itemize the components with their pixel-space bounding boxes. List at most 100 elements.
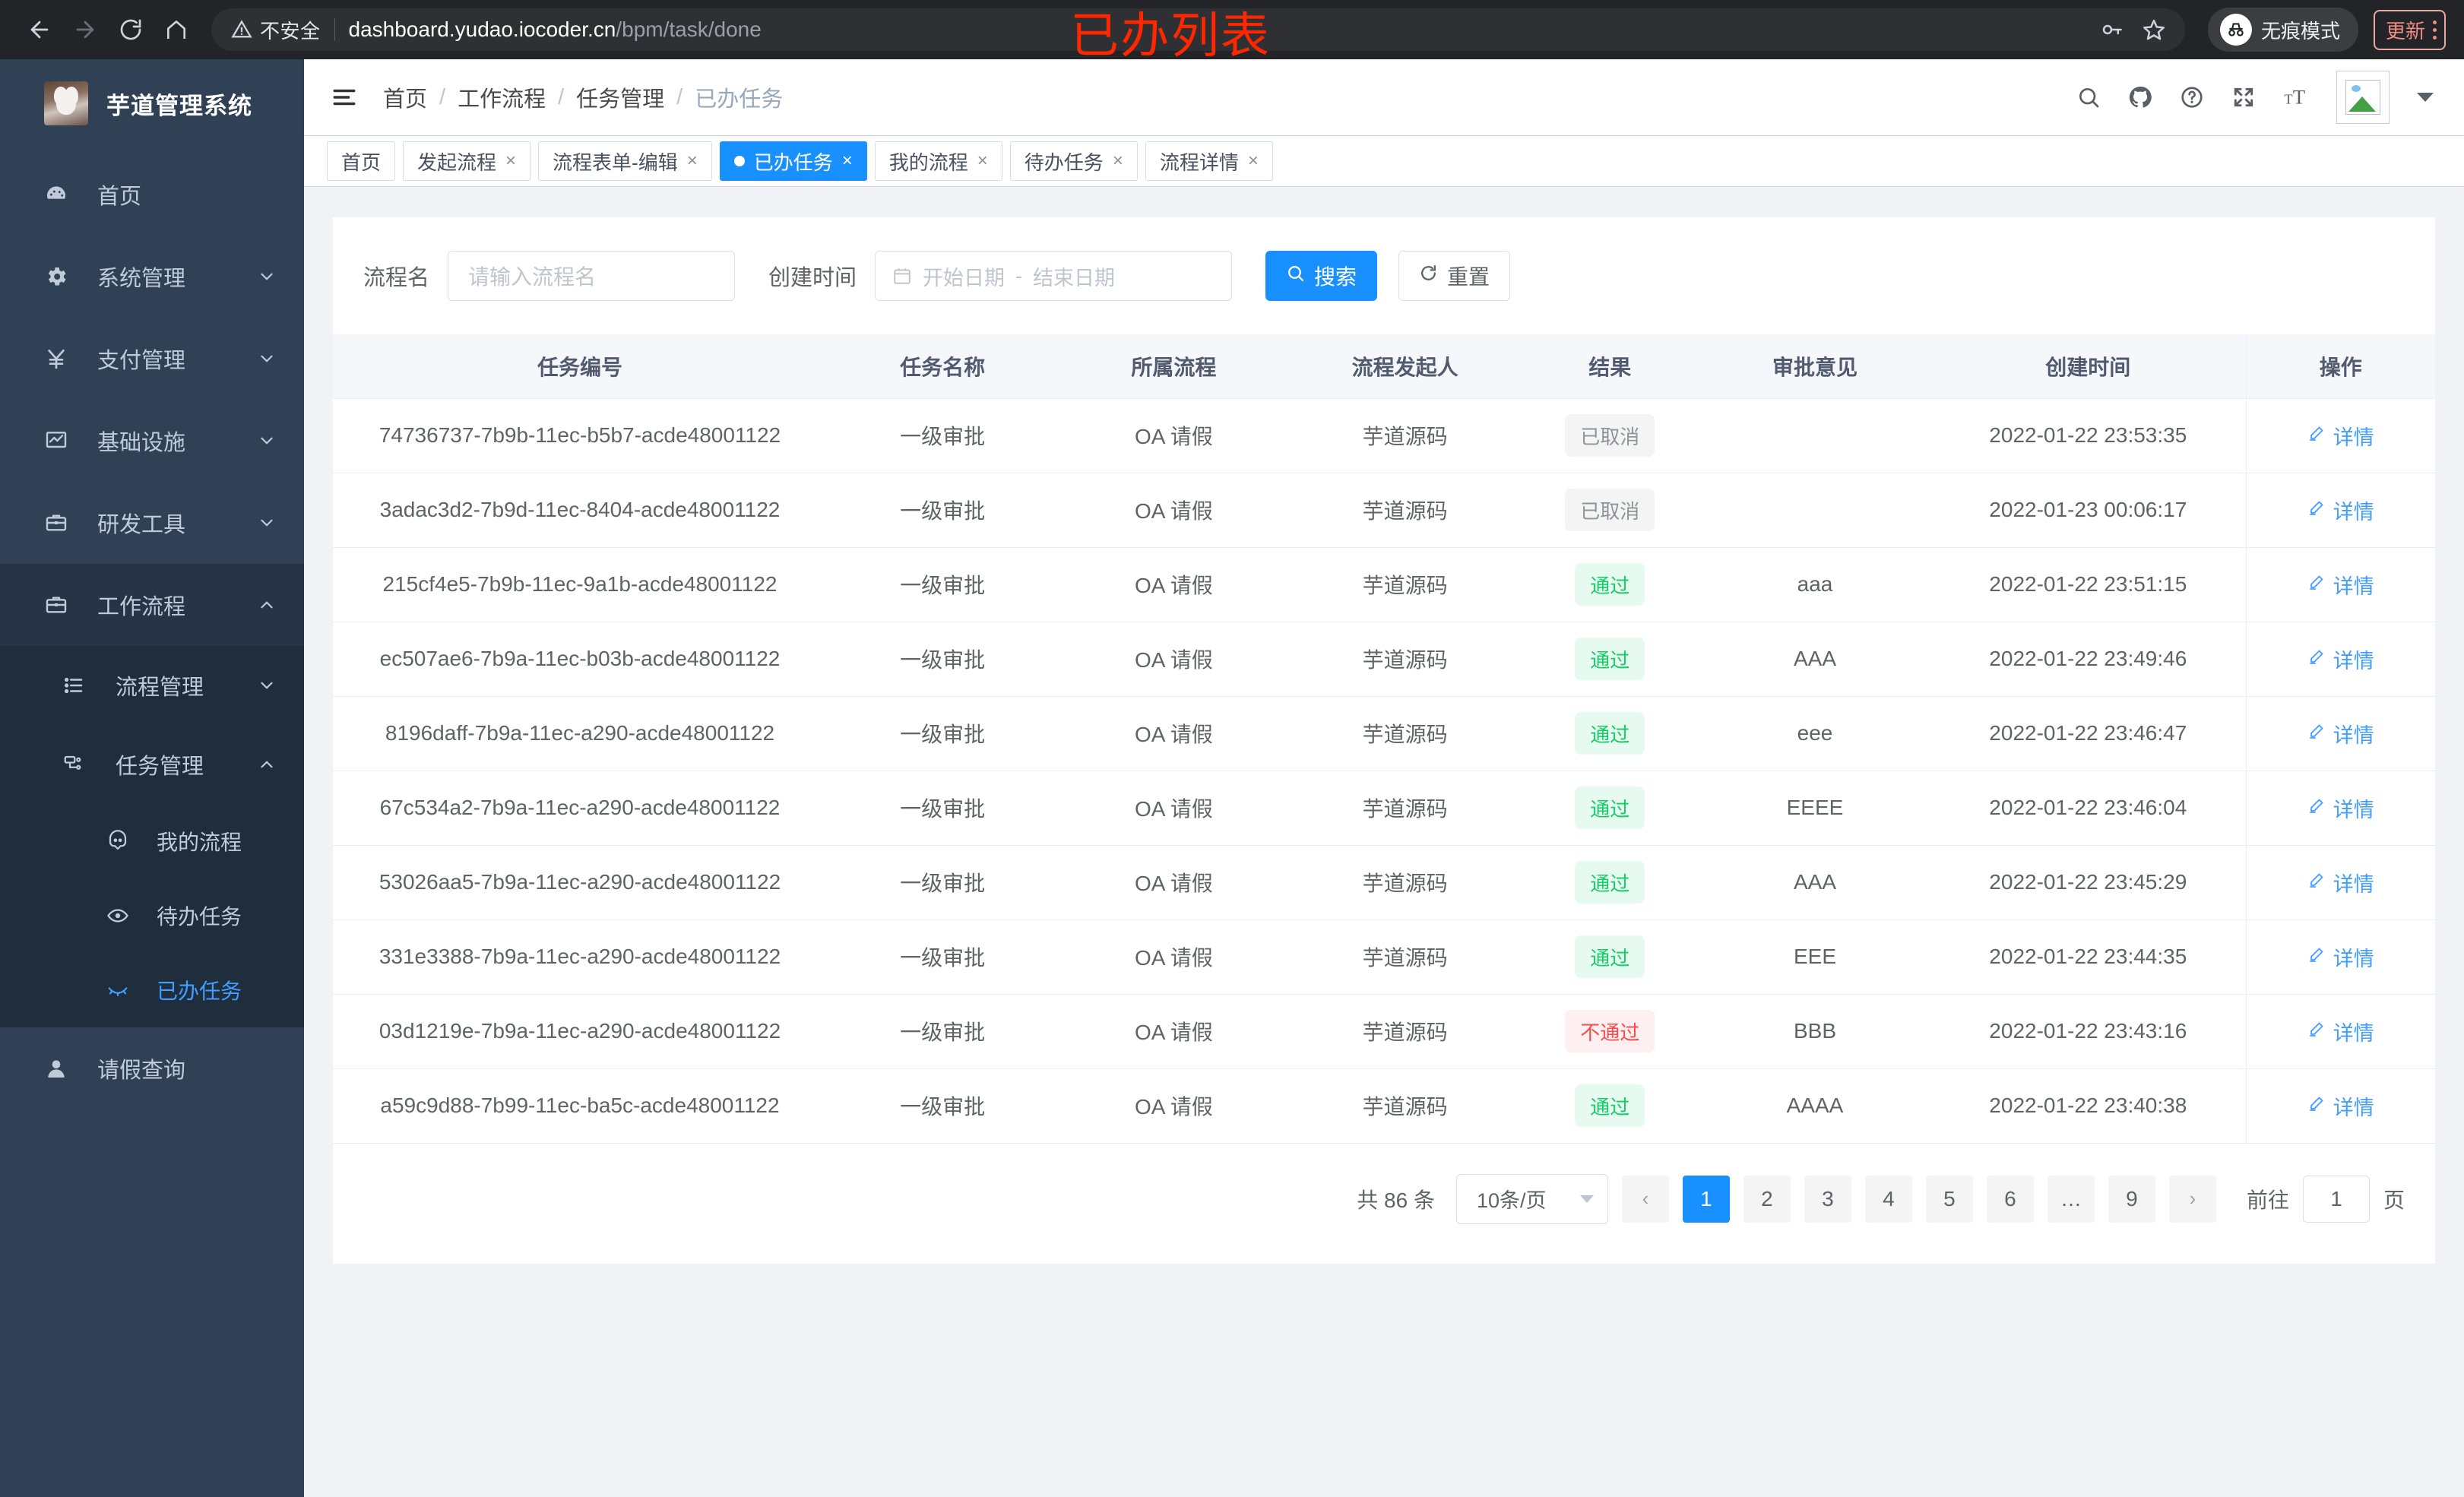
tab-process-detail[interactable]: 流程详情 × (1145, 141, 1273, 181)
detail-button[interactable]: 详情 (2307, 570, 2374, 600)
close-icon[interactable]: × (1112, 150, 1123, 171)
goto-page-input[interactable]: 1 (2302, 1175, 2370, 1223)
hamburger-icon[interactable] (331, 84, 357, 110)
cell-task-id: 215cf4e5-7b9b-11ec-9a1b-acde48001122 (333, 547, 827, 622)
star-icon[interactable] (2143, 18, 2165, 41)
status-badge: 通过 (1575, 1084, 1645, 1127)
page-button-4[interactable]: 4 (1864, 1175, 1912, 1223)
page-button-9[interactable]: 9 (2108, 1175, 2155, 1223)
sidebar-item-home[interactable]: 首页 (0, 153, 304, 236)
detail-button[interactable]: 详情 (2307, 793, 2374, 823)
detail-button[interactable]: 详情 (2307, 719, 2374, 748)
sidebar-item-task-manage[interactable]: 任务管理 (0, 725, 304, 804)
sidebar-item-infrastructure[interactable]: 基础设施 (0, 400, 304, 482)
avatar[interactable] (2336, 71, 2390, 124)
brand[interactable]: 芋道管理系统 (0, 59, 304, 147)
sidebar-item-label: 流程管理 (116, 676, 204, 700)
sidebar-item-devtools[interactable]: 研发工具 (0, 482, 304, 564)
page-button-3[interactable]: 3 (1804, 1175, 1851, 1223)
detail-button-label: 详情 (2333, 1096, 2374, 1119)
breadcrumb-item[interactable]: 工作流程 (458, 87, 546, 112)
back-arrow-icon[interactable] (18, 8, 61, 51)
page-button-6[interactable]: 6 (1986, 1175, 2034, 1223)
cell-initiator: 芋道源码 (1289, 1068, 1521, 1144)
kebab-menu-icon[interactable] (2433, 20, 2437, 40)
prev-page-button[interactable]: ‹ (1621, 1175, 1669, 1223)
close-icon[interactable]: × (1247, 150, 1259, 171)
table-row: ec507ae6-7b9a-11ec-b03b-acde48001122 一级审批… (333, 622, 2435, 697)
tab-my-process[interactable]: 我的流程 × (874, 141, 1002, 181)
date-range-picker[interactable]: 开始日期 - 结束日期 (875, 251, 1233, 301)
tab-start-process[interactable]: 发起流程 × (403, 141, 531, 181)
close-icon[interactable]: × (686, 150, 698, 171)
home-icon[interactable] (155, 8, 198, 51)
next-page-button[interactable]: › (2168, 1175, 2216, 1223)
fullscreen-icon[interactable] (2231, 85, 2256, 109)
reload-icon[interactable] (109, 8, 152, 51)
tab-todo-tasks[interactable]: 待办任务 × (1009, 141, 1138, 181)
github-icon[interactable] (2128, 85, 2152, 109)
key-icon[interactable] (2100, 18, 2123, 41)
page-button-5[interactable]: 5 (1925, 1175, 1973, 1223)
top-navbar: 首页 / 工作流程 / 任务管理 / 已办任务 (304, 59, 2464, 135)
close-icon[interactable]: × (505, 150, 517, 171)
active-dot-icon (733, 156, 745, 166)
tab-label: 流程表单-编辑 (553, 150, 678, 174)
search-icon[interactable] (2076, 85, 2101, 109)
detail-button[interactable]: 详情 (2307, 421, 2374, 451)
tab-done-tasks[interactable]: 已办任务 × (719, 141, 867, 181)
page-size-select[interactable]: 10条/页 (1455, 1173, 1608, 1224)
tab-process-form-edit[interactable]: 流程表单-编辑 × (538, 141, 712, 181)
tab-label: 流程详情 (1159, 150, 1239, 174)
table-row: a59c9d88-7b99-11ec-ba5c-acde48001122 一级审批… (333, 1068, 2435, 1144)
cell-result: 已取消 (1520, 398, 1699, 473)
cell-operation: 详情 (2245, 1068, 2435, 1144)
status-badge: 已取消 (1565, 489, 1655, 531)
incognito-mode-pill[interactable]: 无痕模式 (2207, 8, 2358, 52)
detail-button[interactable]: 详情 (2307, 868, 2374, 897)
detail-button[interactable]: 详情 (2307, 1017, 2374, 1046)
page-button-2[interactable]: 2 (1743, 1175, 1791, 1223)
sidebar-item-payment[interactable]: 支付管理 (0, 318, 304, 400)
detail-button[interactable]: 详情 (2307, 942, 2374, 972)
omnibox[interactable]: 不安全 dashboard.yudao.iocoder.cn/bpm/task/… (211, 8, 2185, 51)
sidebar-item-workflow[interactable]: 工作流程 (0, 564, 304, 646)
detail-button[interactable]: 详情 (2307, 1091, 2374, 1121)
page-button-1[interactable]: 1 (1682, 1175, 1730, 1223)
chevron-down-icon (1579, 1195, 1594, 1203)
help-circle-icon[interactable] (2180, 85, 2204, 109)
sidebar-item-todo-tasks[interactable]: 待办任务 (0, 878, 304, 953)
forward-arrow-icon[interactable] (64, 8, 106, 51)
cell-opinion: AAA (1699, 622, 1931, 697)
reset-button[interactable]: 重置 (1398, 251, 1511, 301)
sidebar-item-system[interactable]: 系统管理 (0, 236, 304, 318)
tab-home[interactable]: 首页 (327, 141, 396, 181)
cell-process: OA 请假 (1058, 845, 1290, 920)
detail-button[interactable]: 详情 (2307, 644, 2374, 674)
edit-pencil-icon (2307, 573, 2326, 597)
cell-initiator: 芋道源码 (1289, 622, 1521, 697)
sidebar-item-process-manage[interactable]: 流程管理 (0, 646, 304, 725)
breadcrumb-item[interactable]: 首页 (383, 87, 428, 112)
sidebar-item-my-process[interactable]: 我的流程 (0, 804, 304, 878)
tab-label: 发起流程 (417, 150, 497, 174)
chevron-down-icon[interactable] (2417, 93, 2434, 102)
tab-label: 待办任务 (1024, 150, 1104, 174)
page-ellipsis[interactable]: … (2047, 1175, 2095, 1223)
avatar-image (2345, 80, 2380, 115)
date-start-placeholder: 开始日期 (923, 266, 1006, 290)
close-icon[interactable]: × (977, 150, 988, 171)
cell-process: OA 请假 (1058, 919, 1290, 995)
close-icon[interactable]: × (841, 150, 853, 171)
search-button[interactable]: 搜索 (1265, 251, 1378, 301)
sidebar-item-leave-query[interactable]: 请假查询 (0, 1027, 304, 1109)
sidebar-item-done-tasks[interactable]: 已办任务 (0, 953, 304, 1027)
main-area: 首页 / 工作流程 / 任务管理 / 已办任务 (304, 59, 2464, 1497)
search-input[interactable]: 请输入流程名 (448, 251, 736, 301)
detail-button[interactable]: 详情 (2307, 495, 2374, 525)
breadcrumb-item[interactable]: 任务管理 (576, 87, 665, 112)
breadcrumb-separator: / (676, 84, 683, 109)
update-button[interactable]: 更新 (2373, 9, 2446, 50)
cell-opinion (1699, 398, 1931, 473)
